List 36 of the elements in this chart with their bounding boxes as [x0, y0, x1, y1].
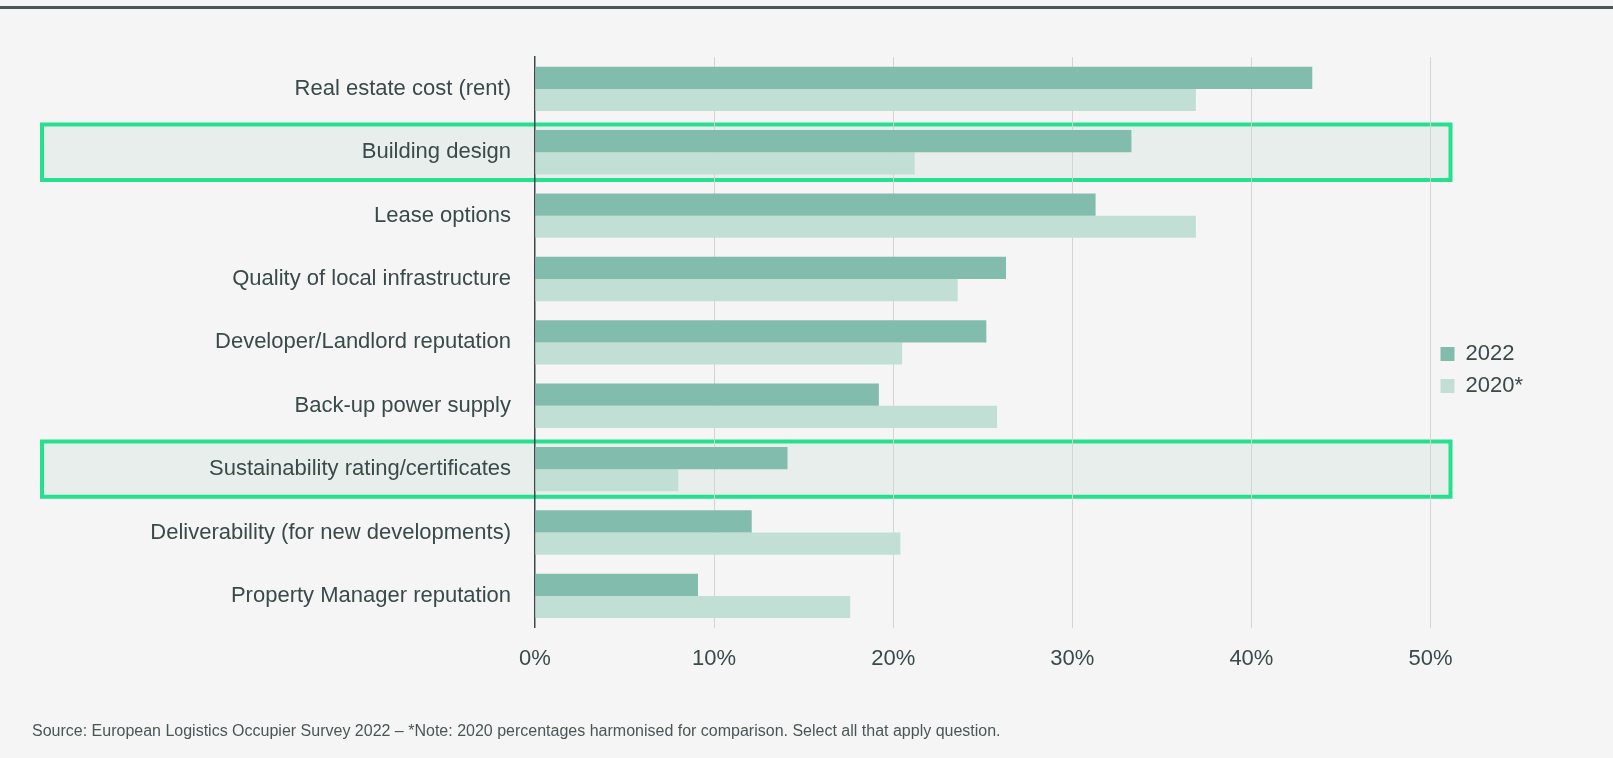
x-tick-label: 20% — [871, 644, 916, 670]
y-tick-label: Deliverability (for new developments) — [150, 518, 511, 544]
y-tick-label: Property Manager reputation — [230, 581, 511, 607]
y-tick-label: Quality of local infrastructure — [232, 265, 511, 291]
bar — [535, 595, 851, 619]
y-tick-label: Back-up power supply — [294, 391, 511, 417]
x-tick-label: 30% — [1050, 644, 1095, 670]
bar — [535, 256, 1007, 280]
y-tick-label: Lease options — [374, 201, 511, 227]
x-tick-label: 10% — [692, 644, 737, 670]
legend-label: 2020* — [1465, 372, 1524, 398]
bar — [535, 469, 679, 492]
bar — [535, 193, 1096, 216]
y-tick-label: Building design — [361, 138, 511, 164]
bar — [535, 279, 958, 302]
bar — [535, 215, 1196, 238]
y-tick-label: Sustainability rating/certificates — [208, 455, 511, 481]
bar — [535, 383, 879, 406]
y-tick-label: Developer/Landlord reputation — [215, 328, 511, 354]
x-tick-label: 50% — [1408, 644, 1453, 670]
bar — [535, 446, 788, 470]
bar — [535, 130, 1132, 153]
x-tick-label: 40% — [1229, 644, 1274, 670]
bar — [535, 342, 903, 365]
source-note: Source: European Logistics Occupier Survey 2022 – *Note: 2020 percentages harmonised for comparison. Select all that apply question. — [32, 722, 1001, 740]
bar — [535, 510, 752, 533]
legend-label: 2022 — [1465, 340, 1515, 366]
bar — [535, 152, 915, 175]
y-tick-label: Real estate cost (rent) — [294, 74, 511, 100]
bar — [535, 405, 998, 428]
x-tick-label: 0% — [519, 644, 551, 670]
bar — [535, 532, 901, 555]
bar — [535, 66, 1313, 89]
bar — [535, 320, 987, 343]
bar — [535, 573, 698, 596]
bar — [535, 88, 1196, 112]
